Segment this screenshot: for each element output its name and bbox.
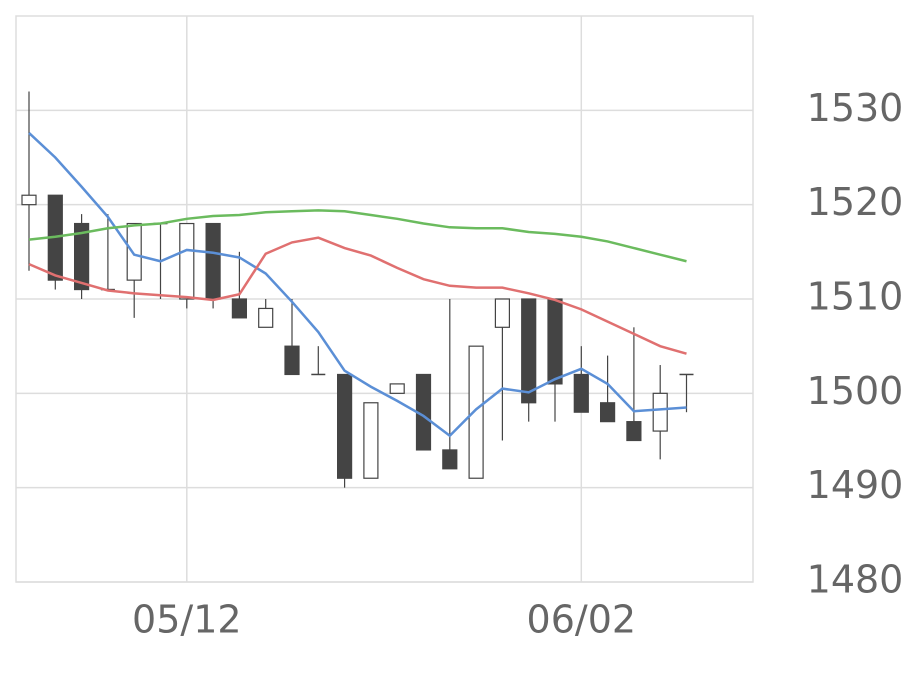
candle-body — [573, 373, 589, 413]
candle-body — [547, 298, 563, 385]
candle-body — [468, 345, 484, 479]
candle-body — [494, 298, 510, 328]
candle-body — [231, 298, 247, 319]
candle-body — [21, 194, 37, 206]
candle-body — [284, 345, 300, 376]
x-tick-label: 06/02 — [527, 598, 637, 642]
moving-average-line — [28, 236, 687, 355]
candle-body — [126, 222, 142, 281]
candle-body — [205, 222, 221, 300]
candle-body — [521, 298, 537, 404]
y-tick-label: 1520 — [807, 180, 904, 224]
x-tick-label: 05/12 — [132, 598, 242, 642]
y-tick-label: 1530 — [807, 86, 904, 130]
candle-body — [258, 307, 274, 328]
y-tick-label: 1480 — [807, 558, 904, 602]
candle-body — [363, 402, 379, 479]
candle-body — [389, 383, 405, 394]
y-tick-label: 1490 — [807, 463, 904, 507]
candle-body — [442, 449, 458, 470]
y-tick-label: 1510 — [807, 275, 904, 319]
moving-average-line — [28, 132, 687, 438]
candle-body — [73, 222, 90, 291]
y-tick-label: 1500 — [807, 369, 904, 413]
candle-body — [652, 392, 668, 432]
candle-body — [599, 402, 616, 423]
candle-body — [626, 421, 642, 442]
candle-body — [179, 222, 195, 300]
candle-body — [337, 373, 353, 479]
moving-average-line — [28, 209, 687, 263]
